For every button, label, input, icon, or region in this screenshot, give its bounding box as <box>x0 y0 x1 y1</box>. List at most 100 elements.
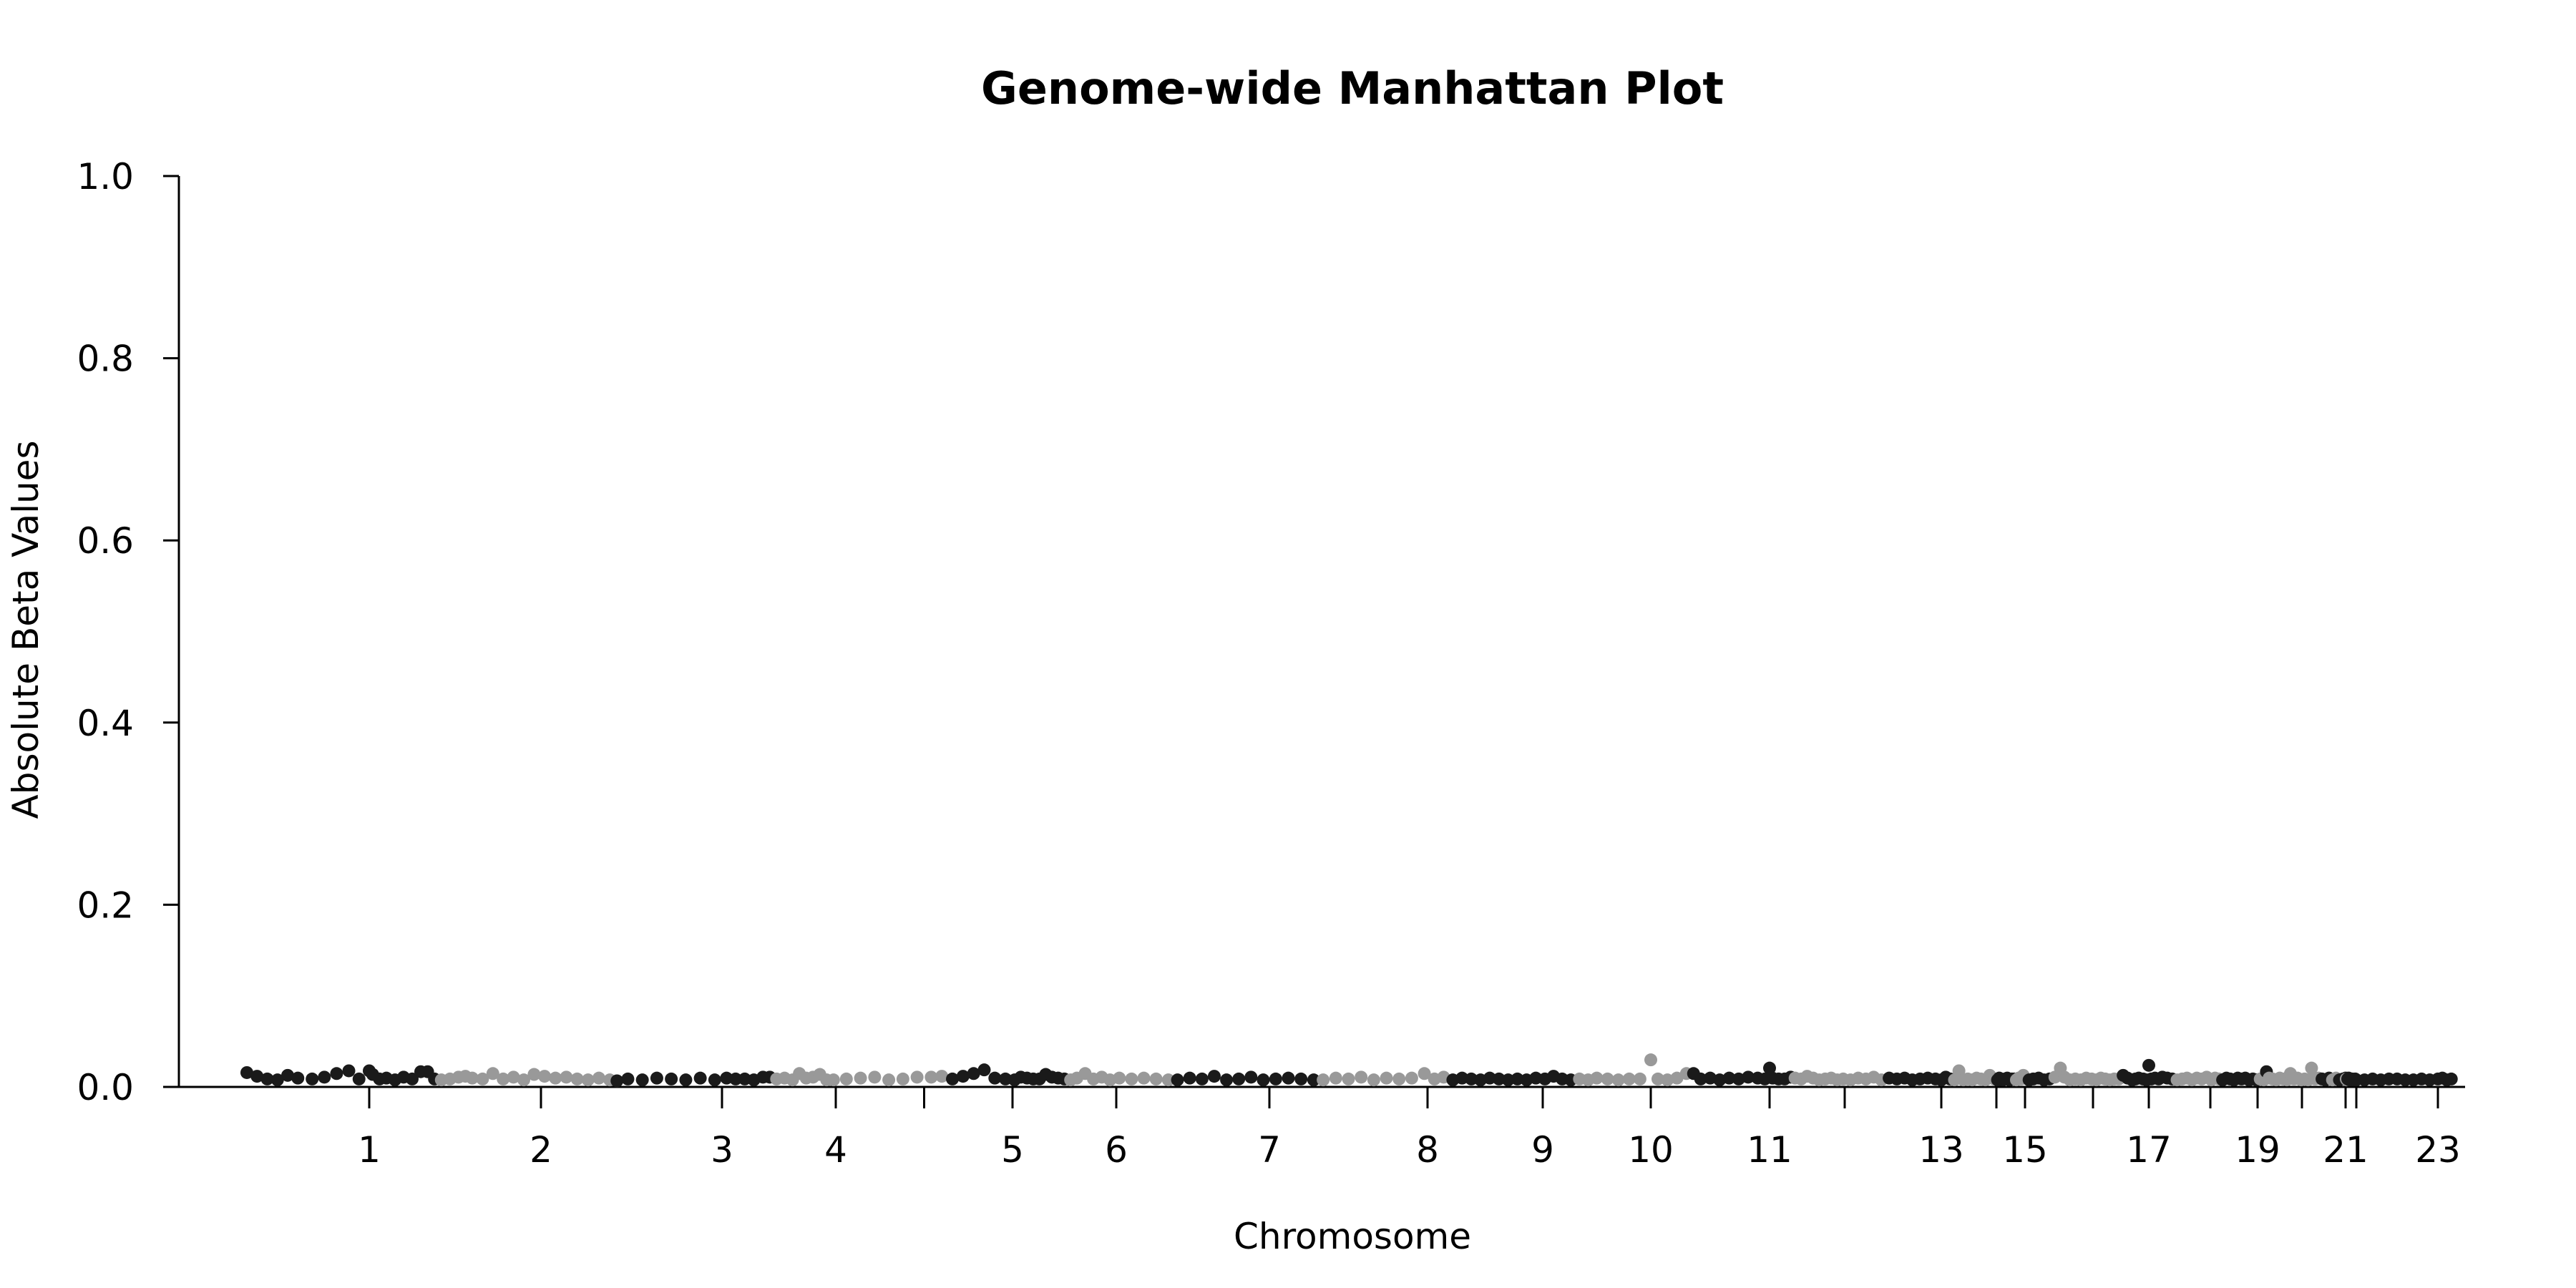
data-point <box>240 1065 253 1079</box>
x-tick-label: 9 <box>1531 1129 1554 1171</box>
data-point <box>1125 1072 1138 1085</box>
data-point <box>610 1074 624 1088</box>
x-tick-label: 4 <box>824 1129 847 1171</box>
data-point <box>708 1073 721 1087</box>
x-axis-ticks: 1 2 3 4 5 6 7 8 9 10 11 13 15 17 19 21 23 <box>358 1087 2461 1171</box>
data-point <box>650 1071 663 1085</box>
data-point <box>352 1072 366 1085</box>
data-point <box>729 1072 743 1085</box>
data-point <box>260 1072 274 1085</box>
y-tick-label: 0.2 <box>77 884 134 926</box>
data-point <box>281 1068 294 1082</box>
data-point <box>1722 1071 1736 1085</box>
data-point <box>570 1072 584 1085</box>
data-point <box>1601 1072 1614 1085</box>
data-point <box>1392 1072 1406 1085</box>
data-point <box>270 1073 284 1087</box>
y-tick-label: 0.0 <box>77 1067 134 1108</box>
x-tick-label: 6 <box>1105 1129 1128 1171</box>
data-point <box>549 1071 562 1085</box>
data-point <box>1161 1073 1175 1087</box>
x-axis-label: Chromosome <box>1234 1216 1471 1257</box>
x-tick-label: 1 <box>358 1129 381 1171</box>
data-point <box>1220 1073 1234 1087</box>
data-point <box>2142 1058 2155 1072</box>
data-point <box>956 1070 970 1083</box>
data-point <box>1282 1071 1295 1085</box>
data-point <box>839 1072 853 1085</box>
x-tick-label: 23 <box>2415 1129 2461 1171</box>
x-tick-label: 3 <box>711 1129 733 1171</box>
data-point <box>621 1072 635 1085</box>
data-point <box>924 1070 938 1084</box>
x-tick-label: 19 <box>2235 1129 2280 1171</box>
data-point <box>1232 1072 1246 1085</box>
data-point <box>635 1073 649 1087</box>
data-point <box>1207 1070 1221 1083</box>
data-point <box>466 1071 479 1085</box>
x-tick-label: 5 <box>1001 1129 1024 1171</box>
data-point <box>476 1072 489 1085</box>
data-point <box>342 1064 356 1078</box>
data-point <box>665 1072 678 1085</box>
y-axis-ticks: 0.0 0.2 0.4 0.6 0.8 1.0 <box>77 156 179 1108</box>
data-point <box>507 1070 520 1084</box>
data-point <box>1113 1071 1126 1085</box>
x-tick-label: 11 <box>1747 1129 1792 1171</box>
x-tick-label: 2 <box>530 1129 552 1171</box>
y-tick-label: 0.8 <box>77 338 134 380</box>
data-point <box>1183 1071 1196 1085</box>
data-point <box>306 1072 319 1085</box>
data-point <box>1171 1073 1184 1087</box>
data-point <box>1195 1072 1209 1085</box>
data-point <box>291 1071 305 1085</box>
data-point <box>1651 1072 1664 1085</box>
data-point <box>486 1067 499 1080</box>
data-point <box>1317 1073 1330 1087</box>
data-point <box>1367 1073 1380 1087</box>
x-tick-label: 7 <box>1258 1129 1281 1171</box>
data-point <box>910 1070 924 1084</box>
data-point <box>826 1073 840 1087</box>
x-tick-label: 21 <box>2323 1129 2368 1171</box>
data-point <box>946 1072 960 1085</box>
data-point <box>1244 1070 1258 1084</box>
data-point <box>1269 1072 1282 1085</box>
data-point <box>2444 1072 2458 1085</box>
data-point <box>967 1067 980 1080</box>
data-point <box>1590 1071 1604 1085</box>
data-point <box>896 1072 909 1085</box>
data-point <box>1329 1071 1342 1085</box>
data-point <box>1294 1072 1308 1085</box>
data-point <box>679 1073 693 1087</box>
data-point <box>1611 1073 1625 1087</box>
data-point <box>2305 1061 2318 1075</box>
data-point <box>935 1070 949 1083</box>
data-point <box>1622 1072 1636 1085</box>
data-point <box>1149 1072 1163 1085</box>
data-point <box>1694 1072 1707 1085</box>
y-tick-label: 1.0 <box>77 156 134 197</box>
data-point <box>581 1073 595 1087</box>
data-point <box>1418 1067 1431 1080</box>
data-point <box>1763 1061 1776 1075</box>
data-point <box>1137 1071 1151 1085</box>
data-point <box>1633 1072 1646 1085</box>
x-tick-label: 13 <box>1918 1129 1964 1171</box>
data-point <box>693 1071 707 1085</box>
data-point <box>1405 1071 1418 1085</box>
data-point <box>882 1073 896 1087</box>
chart-title: Genome-wide Manhattan Plot <box>981 62 1724 114</box>
data-point <box>497 1072 510 1085</box>
data-point <box>318 1070 331 1084</box>
x-tick-label: 8 <box>1416 1129 1439 1171</box>
y-tick-label: 0.4 <box>77 703 134 744</box>
data-points <box>240 1053 2458 1088</box>
data-point <box>977 1063 991 1077</box>
data-point <box>1257 1073 1270 1087</box>
data-point <box>1380 1071 1393 1085</box>
y-tick-label: 0.6 <box>77 520 134 562</box>
data-point <box>1342 1072 1355 1085</box>
